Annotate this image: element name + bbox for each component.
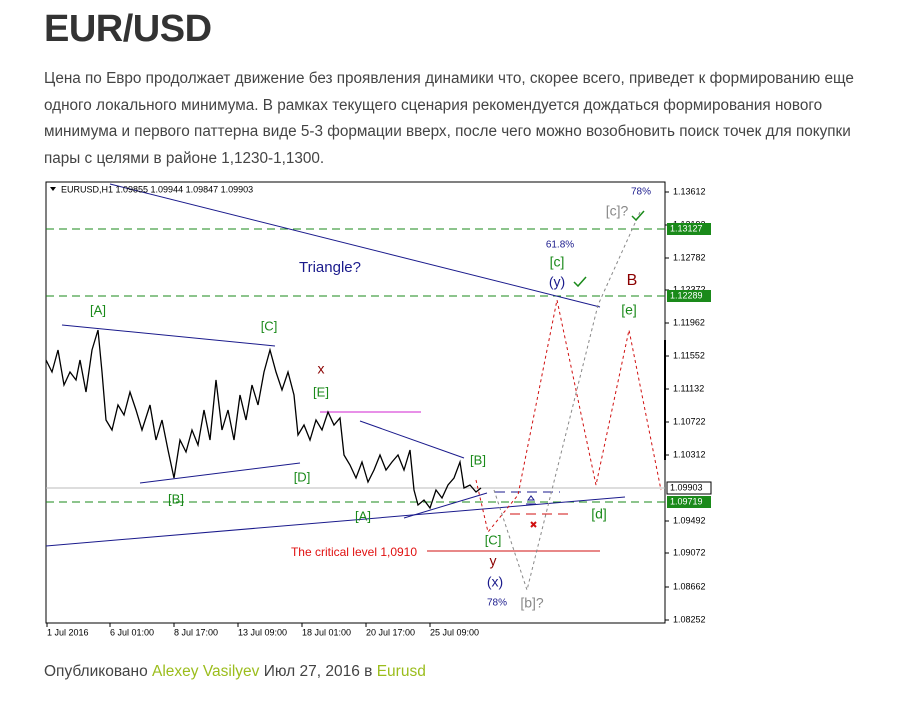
price-box [666, 481, 712, 495]
date-label: 25 Jul 09:00 [430, 627, 479, 637]
current-price: 1.09903 [670, 482, 703, 492]
price-label: 1.12372 [673, 284, 706, 294]
level-box [667, 223, 711, 235]
forecast-path [493, 211, 641, 592]
wave-label: [C] [485, 532, 502, 547]
trend-line [139, 462, 301, 484]
wave-label: (y) [549, 274, 565, 290]
symbol-info: EURUSD,H1 1.09855 1.09944 1.09847 1.0990… [61, 184, 253, 194]
cross-icon [530, 521, 537, 528]
post-title: EUR/USD [44, 8, 212, 50]
wave-label: y [490, 553, 497, 569]
wave-label: The critical level 1,0910 [291, 545, 417, 559]
level-box [667, 496, 711, 508]
trend-line [403, 492, 488, 519]
wave-label: [E] [313, 384, 329, 399]
wave-label: [D] [294, 469, 311, 484]
price-label: 1.10722 [673, 416, 706, 426]
byline-prefix: Опубликовано [44, 663, 148, 680]
price-label: 1.11962 [673, 317, 705, 327]
level-label: 1.09719 [670, 496, 703, 506]
price-label: 1.09072 [673, 547, 706, 557]
check-icon [573, 276, 587, 288]
price-label: 1.08252 [673, 614, 706, 624]
level-label: 1.13127 [670, 223, 703, 233]
date-label: 13 Jul 09:00 [238, 627, 287, 637]
chart-frame [45, 181, 666, 624]
level-box [667, 290, 711, 302]
wave-label: 78% [631, 187, 651, 198]
price-line [45, 329, 482, 510]
wave-label: [B] [168, 491, 184, 506]
date-label: 6 Jul 01:00 [110, 627, 154, 637]
price-label: 1.11552 [673, 350, 705, 360]
trend-line [61, 324, 276, 347]
wave-label: [d] [591, 506, 607, 522]
wave-label: [e] [621, 302, 637, 318]
wave-label: [b]? [520, 595, 544, 611]
post-date: Июл 27, 2016 в [263, 663, 373, 680]
wave-label: [c]? [606, 203, 629, 219]
trend-line [45, 496, 626, 547]
author-link[interactable]: Alexey Vasilyev [152, 663, 260, 680]
date-label: 18 Jul 01:00 [302, 627, 351, 637]
date-label: 8 Jul 17:00 [174, 627, 218, 637]
byline: Опубликовано Alexey Vasilyev Июл 27, 201… [44, 663, 426, 681]
level-label: 1.12289 [670, 290, 703, 300]
wave-label: B [627, 272, 638, 289]
arrow-icon [526, 495, 536, 505]
wave-label: [A] [90, 302, 106, 317]
date-label: 1 Jul 2016 [47, 627, 89, 637]
chart-drawings [45, 183, 666, 592]
price-label: 1.09492 [673, 515, 706, 525]
axis-labels: 1.136121.131921.127821.123721.119621.115… [46, 186, 712, 637]
wave-label: Triangle? [299, 259, 361, 276]
price-label: 1.12782 [673, 252, 706, 262]
trend-line [359, 420, 465, 459]
wave-label: 61.8% [546, 240, 574, 251]
date-label: 20 Jul 17:00 [366, 627, 415, 637]
price-label: 1.08662 [673, 581, 706, 591]
price-label: 1.13612 [673, 186, 706, 196]
post-paragraph: Цена по Евро продолжает движение без про… [44, 70, 854, 167]
wave-label: [A] [355, 508, 371, 523]
wave-label: 78% [487, 598, 507, 609]
wave-label: [C] [261, 318, 278, 333]
wave-label: x [318, 361, 325, 377]
wave-label: [c] [550, 254, 565, 270]
menu-icon [50, 187, 56, 191]
wave-label: (x) [487, 574, 503, 590]
check-icon [631, 210, 645, 222]
trend-line [109, 183, 601, 308]
price-label: 1.10312 [673, 449, 706, 459]
price-chart: EURUSD,H1 1.09855 1.09944 1.09847 1.0990… [45, 181, 712, 637]
wave-label: [B] [470, 452, 486, 467]
price-label: 1.11132 [673, 383, 704, 393]
annotations: 78%[c]?61.8%[c](y) B[e]Triangle?[A][C]x[E… [90, 187, 651, 611]
category-link[interactable]: Eurusd [376, 663, 426, 680]
